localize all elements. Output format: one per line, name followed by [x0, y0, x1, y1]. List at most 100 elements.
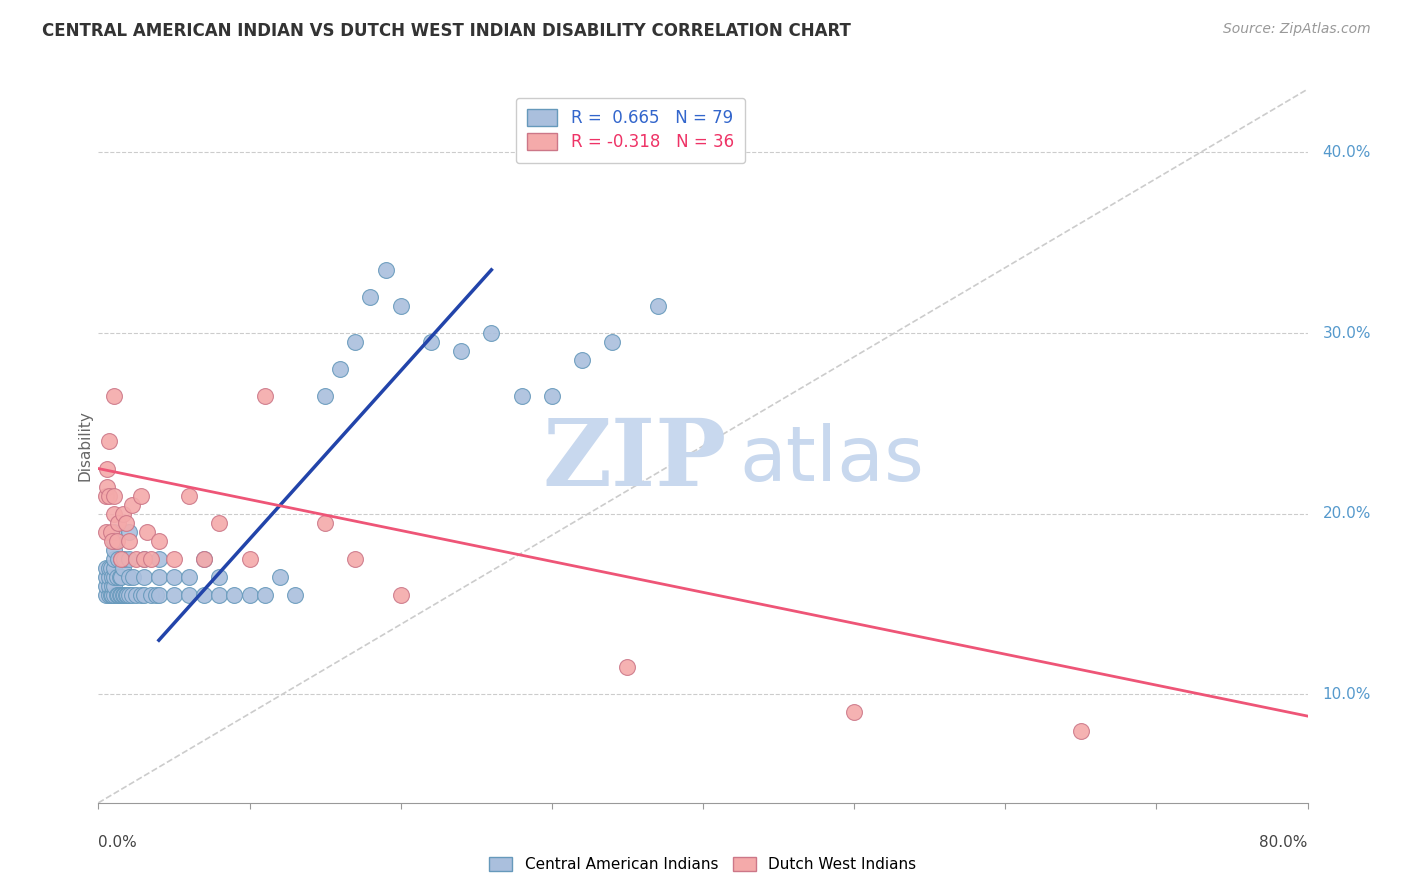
Point	[103, 561, 125, 575]
Point	[540, 389, 562, 403]
Point	[239, 588, 262, 602]
Text: 40.0%: 40.0%	[1323, 145, 1371, 160]
Point	[125, 552, 148, 566]
Point	[94, 588, 117, 602]
Point	[148, 570, 170, 584]
Text: CENTRAL AMERICAN INDIAN VS DUTCH WEST INDIAN DISABILITY CORRELATION CHART: CENTRAL AMERICAN INDIAN VS DUTCH WEST IN…	[42, 22, 851, 40]
Point	[224, 588, 246, 602]
Point	[96, 480, 118, 494]
Point	[344, 335, 367, 350]
Point	[98, 561, 121, 575]
Point	[110, 570, 132, 584]
Point	[98, 489, 121, 503]
Point	[253, 389, 276, 403]
Point	[148, 533, 170, 548]
Point	[112, 552, 135, 566]
Text: 80.0%: 80.0%	[1260, 835, 1308, 850]
Point	[571, 353, 593, 368]
Point	[253, 588, 276, 602]
Point	[114, 516, 136, 530]
Point	[98, 434, 121, 449]
Point	[103, 542, 125, 557]
Point	[103, 489, 125, 503]
Point	[135, 524, 157, 539]
Point	[103, 524, 125, 539]
Point	[100, 524, 122, 539]
Point	[105, 588, 128, 602]
Point	[103, 389, 125, 403]
Point	[132, 552, 155, 566]
Point	[107, 516, 129, 530]
Point	[844, 706, 866, 720]
Point	[103, 579, 125, 593]
Point	[94, 579, 117, 593]
Point	[101, 533, 124, 548]
Point	[103, 507, 125, 521]
Point	[101, 570, 124, 584]
Text: 10.0%: 10.0%	[1323, 687, 1371, 702]
Point	[239, 552, 262, 566]
Point	[118, 524, 141, 539]
Point	[103, 570, 125, 584]
Point	[360, 290, 382, 304]
Point	[374, 263, 396, 277]
Point	[208, 570, 231, 584]
Point	[103, 533, 125, 548]
Point	[177, 489, 201, 503]
Point	[118, 570, 141, 584]
Point	[118, 552, 141, 566]
Point	[96, 461, 118, 475]
Point	[132, 570, 155, 584]
Point	[616, 660, 638, 674]
Point	[94, 524, 117, 539]
Point	[389, 588, 412, 602]
Point	[108, 588, 131, 602]
Point	[284, 588, 307, 602]
Text: atlas: atlas	[740, 424, 924, 497]
Point	[129, 489, 152, 503]
Point	[101, 588, 124, 602]
Point	[208, 516, 231, 530]
Point	[132, 588, 155, 602]
Point	[94, 561, 117, 575]
Point	[129, 588, 152, 602]
Point	[108, 570, 131, 584]
Point	[193, 552, 215, 566]
Text: 0.0%: 0.0%	[98, 835, 138, 850]
Point	[110, 552, 132, 566]
Point	[141, 588, 163, 602]
Point	[94, 570, 117, 584]
Point	[314, 516, 336, 530]
Point	[193, 552, 215, 566]
Point	[118, 588, 141, 602]
Point	[94, 489, 117, 503]
Point	[148, 588, 170, 602]
Point	[177, 570, 201, 584]
Point	[148, 552, 170, 566]
Point	[98, 579, 121, 593]
Legend: Central American Indians, Dutch West Indians: Central American Indians, Dutch West Ind…	[482, 849, 924, 880]
Point	[114, 588, 136, 602]
Point	[389, 299, 412, 313]
Point	[112, 588, 135, 602]
Point	[111, 507, 134, 521]
Point	[1070, 723, 1092, 738]
Point	[344, 552, 367, 566]
Text: 30.0%: 30.0%	[1323, 326, 1371, 341]
Text: 20.0%: 20.0%	[1323, 507, 1371, 521]
Point	[145, 588, 167, 602]
Point	[110, 552, 132, 566]
Point	[121, 498, 143, 512]
Point	[125, 588, 148, 602]
Point	[647, 299, 669, 313]
Point	[193, 588, 215, 602]
Point	[163, 552, 186, 566]
Point	[103, 552, 125, 566]
Point	[510, 389, 533, 403]
Point	[314, 389, 336, 403]
Legend: R =  0.665   N = 79, R = -0.318   N = 36: R = 0.665 N = 79, R = -0.318 N = 36	[516, 97, 745, 163]
Point	[177, 588, 201, 602]
Point	[100, 588, 122, 602]
Point	[115, 588, 138, 602]
Point	[602, 335, 624, 350]
